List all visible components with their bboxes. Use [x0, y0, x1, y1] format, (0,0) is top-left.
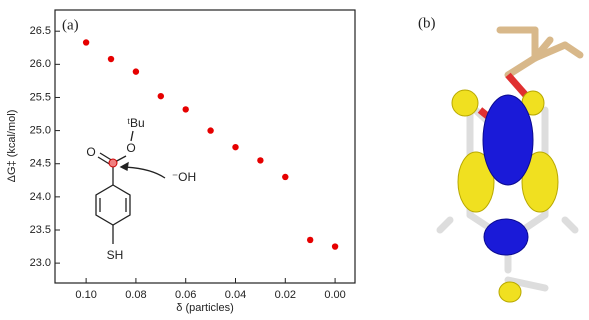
y-tick-label: 26.5: [30, 25, 51, 37]
point: [307, 237, 313, 243]
x-tick-label: 0.04: [225, 289, 246, 301]
oxygen-label: O: [126, 141, 135, 155]
orbital-image: [440, 30, 580, 302]
x-axis-label: δ (particles): [176, 302, 233, 314]
point: [207, 127, 213, 133]
point: [158, 93, 164, 99]
x-tick-label: 0.10: [75, 289, 96, 301]
point: [232, 144, 238, 150]
panel-label: (a): [62, 17, 79, 33]
point: [83, 39, 89, 45]
x-tick-label: 0.00: [324, 289, 345, 301]
y-axis-label: ΔG‡ (kcal/mol): [6, 110, 18, 183]
point: [282, 174, 288, 180]
y-tick-label: 25.5: [30, 91, 51, 103]
y-tick-label: 24.0: [30, 191, 51, 203]
hydroxide-label: ⁻OH: [172, 170, 196, 184]
x-tick-label: 0.08: [125, 289, 146, 301]
reactive-carbon: [109, 159, 117, 167]
point: [133, 68, 139, 74]
point: [183, 106, 189, 112]
y-tick-label: 23.5: [30, 224, 51, 236]
thiol-label: SH: [107, 248, 124, 262]
figure: (a) δ (particles) ΔG‡ (kcal/mol) O O ᵗBu…: [0, 0, 589, 320]
point: [332, 243, 338, 249]
y-tick-label: 26.0: [30, 58, 51, 70]
x-tick-label: 0.02: [275, 289, 296, 301]
oxygen-label: O: [86, 145, 95, 159]
y-tick-label: 25.0: [30, 125, 51, 137]
point: [257, 157, 263, 163]
y-tick-label: 23.0: [30, 257, 51, 269]
tbu-label: ᵗBu: [127, 116, 144, 130]
panel-label: (b): [418, 15, 436, 31]
point: [108, 56, 114, 62]
x-tick-label: 0.06: [175, 289, 196, 301]
y-tick-label: 24.5: [30, 158, 51, 170]
